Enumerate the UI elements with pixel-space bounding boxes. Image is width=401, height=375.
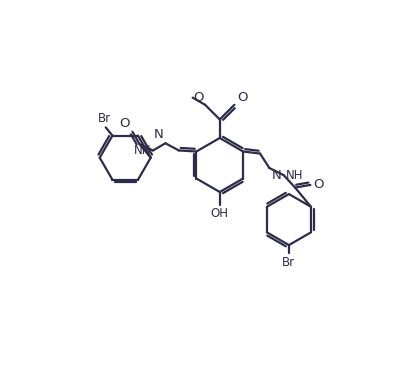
Text: Br: Br — [97, 112, 111, 125]
Text: OH: OH — [210, 207, 228, 220]
Text: NH: NH — [134, 144, 151, 157]
Text: O: O — [236, 91, 247, 104]
Text: O: O — [119, 117, 129, 130]
Text: O: O — [192, 91, 203, 104]
Text: N: N — [154, 128, 164, 141]
Text: Br: Br — [282, 256, 295, 268]
Text: NH: NH — [285, 169, 302, 182]
Text: O: O — [312, 178, 323, 191]
Text: N: N — [271, 169, 281, 182]
